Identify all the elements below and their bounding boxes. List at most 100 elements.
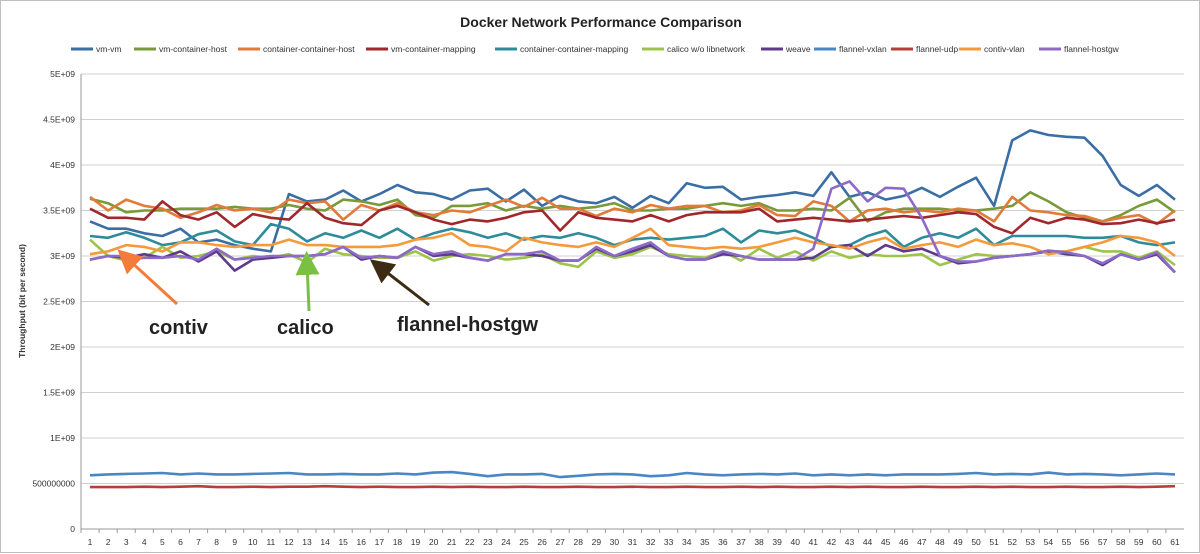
y-tick-label: 2E+09: [50, 342, 75, 352]
x-tick-label: 13: [302, 537, 312, 547]
annotation-label: flannel-hostgw: [397, 314, 539, 336]
x-tick-label: 5: [160, 537, 165, 547]
x-tick-label: 14: [320, 537, 330, 547]
x-tick-label: 51: [989, 537, 999, 547]
legend-label: flannel-hostgw: [1064, 44, 1120, 54]
x-tick-label: 7: [196, 537, 201, 547]
x-tick-label: 12: [284, 537, 294, 547]
x-tick-label: 26: [537, 537, 547, 547]
x-tick-label: 9: [232, 537, 237, 547]
x-tick-label: 61: [1170, 537, 1180, 547]
legend-label: flannel-vxlan: [839, 44, 887, 54]
y-tick-label: 4E+09: [50, 160, 75, 170]
x-tick-label: 30: [610, 537, 620, 547]
x-tick-label: 46: [899, 537, 909, 547]
y-tick-label: 1.5E+09: [43, 388, 75, 398]
x-tick-label: 10: [248, 537, 258, 547]
legend-label: vm-container-host: [159, 44, 228, 54]
y-tick-label: 0: [70, 524, 75, 534]
x-tick-label: 22: [465, 537, 475, 547]
x-tick-label: 57: [1098, 537, 1108, 547]
x-tick-label: 8: [214, 537, 219, 547]
x-tick-label: 24: [501, 537, 511, 547]
x-tick-label: 32: [646, 537, 656, 547]
series-line-10: [89, 180, 1176, 274]
x-tick-label: 38: [754, 537, 764, 547]
x-tick-label: 33: [664, 537, 674, 547]
y-tick-label: 2.5E+09: [43, 297, 75, 307]
legend-label: contiv-vlan: [984, 44, 1025, 54]
x-tick-label: 17: [375, 537, 385, 547]
x-tick-label: 49: [953, 537, 963, 547]
annotation-label: calico: [277, 317, 334, 339]
x-tick-label: 34: [682, 537, 692, 547]
annotation-arrow: [369, 259, 430, 307]
x-tick-label: 55: [1062, 537, 1072, 547]
x-tick-label: 29: [592, 537, 602, 547]
x-tick-label: 60: [1152, 537, 1162, 547]
x-tick-label: 1: [88, 537, 93, 547]
x-tick-label: 59: [1134, 537, 1144, 547]
y-tick-label: 500000000: [32, 479, 75, 489]
legend-label: calico w/o libnetwork: [667, 44, 746, 54]
x-tick-label: 31: [628, 537, 638, 547]
x-tick-label: 37: [736, 537, 746, 547]
y-tick-label: 5E+09: [50, 69, 75, 79]
x-tick-label: 27: [555, 537, 565, 547]
annotation-arrow: [295, 250, 320, 312]
x-tick-label: 40: [791, 537, 801, 547]
y-tick-label: 3E+09: [50, 251, 75, 261]
x-tick-label: 35: [700, 537, 710, 547]
y-axis-ticks: 0 500000000 1E+09 1.5E+09 2E+09 2.5E+09 3E+09 3…: [32, 69, 75, 534]
x-tick-label: 21: [447, 537, 457, 547]
legend-label: weave: [785, 44, 811, 54]
x-tick-label: 43: [845, 537, 855, 547]
legend-label: flannel-udp: [916, 44, 958, 54]
y-axis-title: Throughput (bit per second): [17, 244, 27, 358]
chart-title: Docker Network Performance Comparison: [460, 14, 742, 30]
x-tick-label: 19: [411, 537, 421, 547]
x-tick-label: 15: [338, 537, 348, 547]
x-tick-label: 6: [178, 537, 183, 547]
series-line-7: [89, 470, 1176, 479]
x-tick-label: 47: [917, 537, 927, 547]
x-axis-ticks: 1 2 3 4 5 6 7 8 9 10 11 12 13 14 15 16 17 18 19 20 21 22 23 24 2…: [80, 529, 1180, 547]
series-line-9: [89, 227, 1176, 258]
annotations: contiv calico flannel-hostgw: [117, 249, 539, 339]
x-tick-label: 28: [574, 537, 584, 547]
series-line-2: [89, 195, 1176, 226]
gridlines: [80, 73, 1184, 530]
series-line-3: [89, 200, 1176, 235]
x-tick-label: 23: [483, 537, 493, 547]
x-tick-label: 44: [863, 537, 873, 547]
legend-label: vm-vm: [96, 44, 122, 54]
series-line-0: [89, 129, 1176, 253]
annotation-label: contiv: [149, 317, 209, 339]
x-tick-label: 56: [1080, 537, 1090, 547]
legend-label: container-container-mapping: [520, 44, 628, 54]
x-tick-label: 41: [809, 537, 819, 547]
annotation-arrow: [117, 249, 179, 306]
x-tick-label: 2: [106, 537, 111, 547]
x-tick-label: 4: [142, 537, 147, 547]
legend-label: vm-container-mapping: [391, 44, 476, 54]
x-tick-label: 36: [718, 537, 728, 547]
x-tick-label: 16: [357, 537, 367, 547]
series-line-8: [90, 484, 1176, 489]
series-line-1: [89, 191, 1176, 223]
x-tick-label: 42: [827, 537, 837, 547]
x-tick-label: 3: [124, 537, 129, 547]
legend: vm-vm vm-container-host container-containe…: [71, 44, 1120, 54]
x-tick-label: 48: [935, 537, 945, 547]
legend-label: container-container-host: [263, 44, 355, 54]
x-tick-label: 25: [519, 537, 529, 547]
x-tick-label: 20: [429, 537, 439, 547]
x-tick-label: 58: [1116, 537, 1126, 547]
series-lines: [89, 129, 1176, 489]
y-tick-label: 1E+09: [50, 433, 75, 443]
y-tick-label: 3.5E+09: [43, 206, 75, 216]
x-tick-label: 52: [1007, 537, 1017, 547]
x-tick-label: 18: [393, 537, 403, 547]
